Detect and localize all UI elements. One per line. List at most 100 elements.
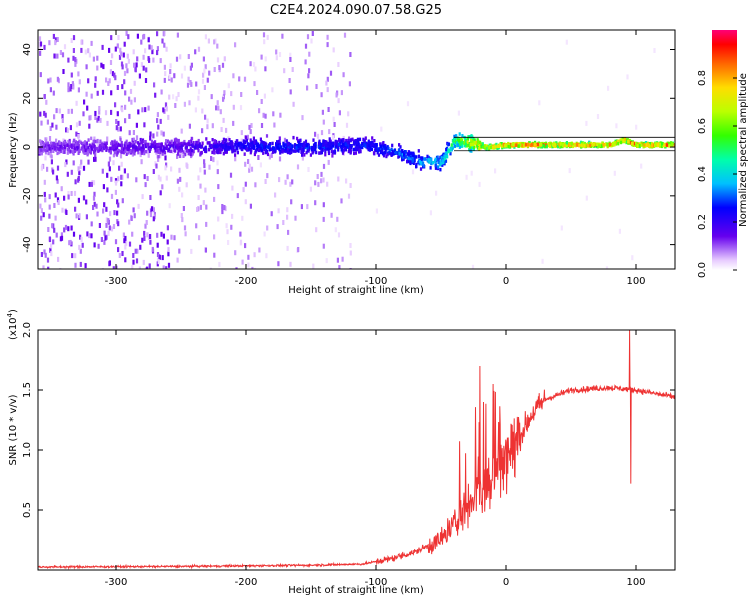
heatmap-cell [468, 147, 471, 152]
heatmap-cell [437, 157, 440, 162]
heatmap-cell [119, 47, 122, 53]
heatmap-cell [157, 174, 160, 180]
heatmap-cell [125, 30, 128, 36]
heatmap-cell [596, 114, 600, 119]
heatmap-cell [77, 87, 80, 93]
heatmap-cell [583, 144, 586, 148]
heatmap-cell [270, 147, 273, 151]
heatmap-cell [239, 105, 243, 111]
heatmap-cell [216, 160, 219, 166]
heatmap-cell [391, 143, 394, 148]
heatmap-cell [179, 144, 182, 148]
heatmap-cell [67, 108, 70, 114]
heatmap-cell [63, 227, 66, 233]
heatmap-cell [620, 138, 624, 142]
heatmap-cell [422, 164, 425, 168]
heatmap-cell [122, 52, 125, 58]
heatmap-cell [112, 160, 115, 166]
heatmap-cell [146, 210, 149, 216]
heatmap-cell [80, 237, 83, 242]
heatmap-cell [135, 135, 139, 141]
heatmap-cell [46, 146, 49, 150]
heatmap-cell [457, 138, 460, 143]
heatmap-cell [559, 142, 562, 146]
heatmap-cell [271, 150, 274, 154]
heatmap-cell [426, 154, 429, 159]
heatmap-cell [397, 155, 400, 159]
heatmap-cell [314, 200, 317, 206]
heatmap-cell [260, 140, 263, 144]
heatmap-cell [90, 233, 93, 239]
heatmap-cell [38, 146, 41, 150]
heatmap-cell [627, 139, 630, 144]
heatmap-cell [152, 133, 155, 139]
heatmap-cell [303, 141, 306, 145]
heatmap-cell [250, 143, 253, 147]
heatmap-cell [129, 149, 132, 154]
heatmap-cell [304, 43, 308, 49]
heatmap-cell [384, 143, 387, 148]
heatmap-cell [544, 141, 548, 146]
heatmap-cell [213, 144, 216, 149]
heatmap-cell [156, 118, 159, 124]
heatmap-cell [43, 110, 46, 116]
heatmap-cell [244, 199, 247, 205]
heatmap-cell [152, 207, 155, 213]
heatmap-cell [156, 112, 159, 118]
heatmap-cell [164, 155, 167, 161]
heatmap-cell [145, 144, 148, 149]
heatmap-cell [52, 239, 55, 245]
heatmap-cell [216, 57, 220, 63]
heatmap-cell [253, 140, 256, 145]
heatmap-cell [312, 146, 315, 151]
heatmap-cell [105, 206, 108, 212]
heatmap-cell [48, 143, 52, 148]
heatmap-cell [116, 145, 119, 150]
heatmap-cell [527, 142, 530, 146]
heatmap-cell [202, 72, 205, 78]
heatmap-cell [160, 143, 163, 147]
heatmap-cell [205, 137, 208, 141]
heatmap-cell [291, 144, 294, 148]
heatmap-cell [262, 112, 265, 118]
heatmap-cell [242, 145, 245, 149]
heatmap-cell [217, 184, 220, 190]
heatmap-cell [170, 139, 173, 144]
heatmap-cell [112, 153, 115, 158]
heatmap-cell [438, 161, 441, 165]
heatmap-cell [334, 227, 337, 233]
heatmap-cell [210, 94, 213, 100]
heatmap-cell [39, 46, 42, 52]
heatmap-cell [402, 157, 405, 161]
heatmap-cell [82, 111, 85, 117]
heatmap-cell [63, 150, 66, 154]
heatmap-cell [40, 151, 43, 156]
heatmap-cell [106, 146, 109, 151]
heatmap-cell [188, 123, 191, 129]
heatmap-cell [165, 162, 168, 168]
heatmap-cell [441, 159, 444, 163]
heatmap-cell [292, 149, 295, 153]
heatmap-cell [522, 144, 525, 148]
heatmap-cell [348, 147, 352, 151]
heatmap-cell [148, 44, 151, 50]
heatmap-cell [355, 143, 358, 147]
heatmap-cell [443, 160, 446, 164]
heatmap-cell [163, 31, 166, 36]
heatmap-cell [119, 153, 123, 159]
heatmap-cell [139, 137, 142, 143]
heatmap-cell [206, 118, 209, 124]
heatmap-cell [322, 145, 325, 150]
heatmap-cell [47, 78, 50, 84]
heatmap-cell [326, 147, 329, 151]
heatmap-cell [124, 235, 127, 241]
heatmap-cell [223, 143, 226, 148]
heatmap-cell [53, 53, 56, 59]
heatmap-cell [236, 193, 239, 199]
heatmap-cell [263, 93, 266, 99]
heatmap-cell [77, 151, 80, 155]
heatmap-cell [228, 142, 232, 146]
heatmap-cell [281, 33, 284, 39]
heatmap-cell [352, 140, 356, 145]
heatmap-cell [208, 141, 211, 145]
